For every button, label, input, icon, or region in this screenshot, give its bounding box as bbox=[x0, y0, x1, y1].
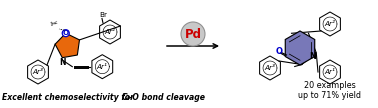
Text: 20 examples: 20 examples bbox=[304, 82, 356, 91]
Text: C: C bbox=[122, 93, 128, 102]
Polygon shape bbox=[285, 31, 315, 65]
Text: N: N bbox=[310, 52, 317, 60]
Polygon shape bbox=[55, 33, 79, 58]
Text: Ar³: Ar³ bbox=[33, 69, 43, 75]
Text: Ar¹: Ar¹ bbox=[97, 64, 108, 70]
Text: Excellent chemoselectivity for: Excellent chemoselectivity for bbox=[2, 94, 137, 102]
Text: ✂: ✂ bbox=[50, 19, 59, 29]
Text: Br: Br bbox=[99, 12, 107, 18]
Text: O: O bbox=[63, 30, 69, 36]
Text: Ar²: Ar² bbox=[324, 21, 336, 27]
Circle shape bbox=[62, 30, 69, 37]
Text: 4: 4 bbox=[127, 96, 131, 101]
Text: O: O bbox=[276, 47, 283, 56]
Text: up to 71% yield: up to 71% yield bbox=[299, 91, 361, 99]
Text: N: N bbox=[59, 58, 65, 67]
Text: Ar²: Ar² bbox=[104, 29, 116, 35]
Text: Ar¹: Ar¹ bbox=[324, 69, 336, 75]
Text: Ar³: Ar³ bbox=[265, 65, 276, 71]
Circle shape bbox=[181, 22, 205, 46]
Text: -O bond cleavage: -O bond cleavage bbox=[129, 93, 205, 102]
Text: Pd: Pd bbox=[184, 28, 201, 40]
